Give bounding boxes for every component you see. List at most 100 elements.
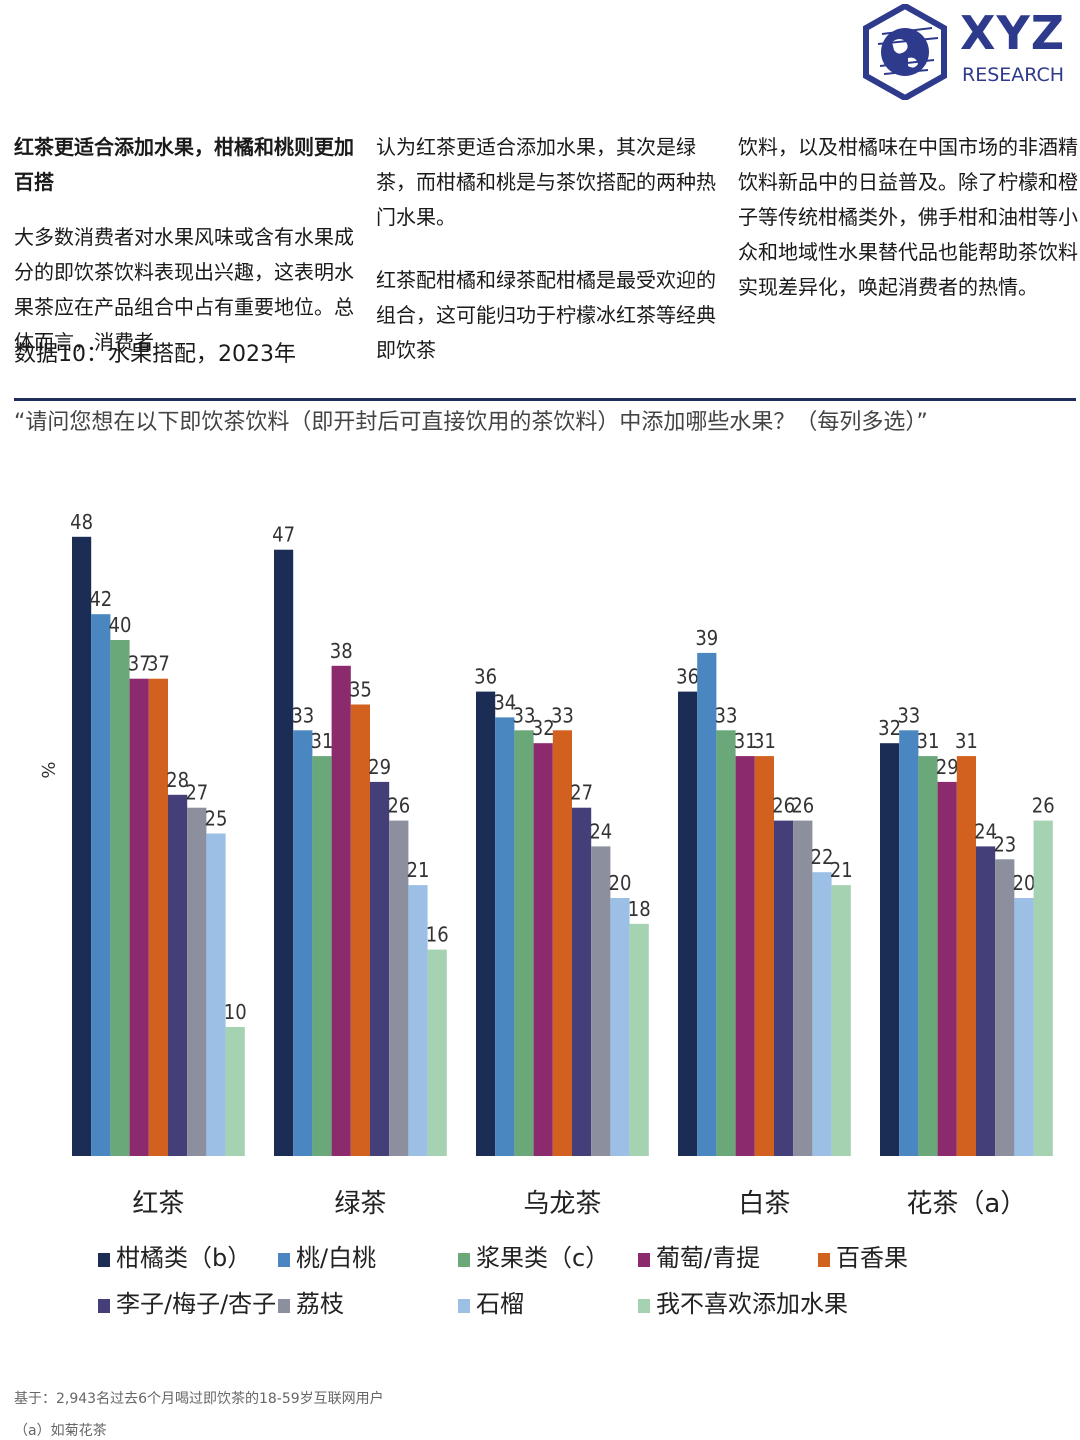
bar [793,820,813,1156]
legend-label: 荔枝 [296,1290,344,1318]
data-label: 26 [387,794,410,818]
bar [427,949,447,1156]
data-label: 26 [772,794,795,818]
intro-paragraph-2: 认为红茶更适合添加水果，其次是绿茶，而柑橘和桃是与茶饮搭配的两种热门水果。 [376,135,716,229]
data-label: 33 [551,703,574,727]
legend-label: 浆果类（c） [476,1244,610,1272]
divider [14,398,1076,401]
data-label: 27 [185,781,208,805]
legend-label: 葡萄/青提 [656,1244,761,1272]
data-label: 33 [897,703,920,727]
bar [389,820,409,1156]
legend-item: 浆果类（c） [458,1238,609,1278]
legend-swatch [638,1253,650,1267]
bar [899,730,919,1156]
bar [129,678,149,1156]
legend-swatch [278,1299,290,1313]
bar [716,730,736,1156]
bar [812,872,832,1156]
bar [572,807,592,1156]
bar [774,820,794,1156]
footnote-a: （a）如菊花茶 [14,1423,107,1439]
legend-label: 柑橘类（b） [116,1244,252,1272]
bar [995,859,1015,1156]
legend-item: 石榴 [458,1284,524,1324]
bar [533,743,553,1156]
category-label: 绿茶 [334,1189,386,1219]
data-label: 24 [589,819,612,843]
legend-item: 百香果 [818,1238,908,1278]
data-label: 32 [532,716,555,740]
data-label: 36 [676,665,699,689]
intro-column-3: 饮料，以及柑橘味在中国市场的非酒精饮料新品中的日益普及。除了柠檬和橙子等传统柑橘… [738,130,1078,305]
legend-item: 桃/白桃 [278,1238,376,1278]
bar [312,756,332,1156]
figure-title: 数据10：水果搭配，2023年 [14,342,296,367]
data-label: 31 [955,729,978,753]
logo-subtext: RESEARCH [962,64,1065,86]
legend-item: 李子/梅子/杏子 [98,1284,276,1324]
data-label: 37 [147,652,170,676]
data-label: 31 [734,729,757,753]
data-label: 38 [330,639,353,663]
legend-label: 我不喜欢添加水果 [656,1290,848,1318]
bar [274,549,294,1156]
bar [293,730,313,1156]
legend-swatch [458,1299,470,1313]
data-label: 16 [426,923,449,947]
data-label: 23 [993,832,1016,856]
data-label: 33 [291,703,314,727]
data-label: 36 [474,665,497,689]
bar [370,781,390,1156]
bar [697,652,717,1156]
y-axis-label: % [37,761,58,778]
category-label: 白茶 [738,1189,790,1219]
data-label: 20 [1013,871,1036,895]
bar [956,756,976,1156]
data-label: 48 [70,510,93,534]
legend-swatch [98,1253,110,1267]
data-label: 37 [128,652,151,676]
grouped-bar-chart: %484240373728272510红茶473331383529262116绿… [37,510,1055,1219]
legend-swatch [818,1253,830,1267]
bar [1033,820,1053,1156]
data-label: 20 [609,871,632,895]
data-label: 32 [878,716,901,740]
category-label: 乌龙茶 [523,1189,601,1219]
bar [110,640,130,1156]
bar [591,846,611,1156]
category-label: 花茶（a） [906,1189,1026,1219]
bar [552,730,572,1156]
data-label: 31 [311,729,334,753]
bar [610,898,630,1156]
data-label: 39 [695,626,718,650]
bar [880,743,900,1156]
bar [831,885,851,1156]
data-label: 33 [715,703,738,727]
bar [976,846,996,1156]
legend-swatch [98,1299,110,1313]
bar [168,794,188,1156]
data-label: 33 [513,703,536,727]
bar [476,691,496,1156]
data-label: 34 [493,690,516,714]
bar [225,1027,245,1156]
data-label: 31 [917,729,940,753]
bar [187,807,207,1156]
bar [735,756,755,1156]
legend-item: 我不喜欢添加水果 [638,1284,848,1324]
footnote-base: 基于：2,943名过去6个月喝过即饮茶的18-59岁互联网用户 [14,1391,384,1407]
bar [408,885,428,1156]
bar [331,665,351,1156]
bar [148,678,168,1156]
legend-swatch [458,1253,470,1267]
xyz-research-logo: XYZ RESEARCH [862,4,1072,104]
section-heading: 红茶更适合添加水果，柑橘和桃则更加百搭 [14,135,354,194]
data-label: 29 [368,755,391,779]
legend-swatch [638,1299,650,1313]
legend-item: 葡萄/青提 [638,1238,760,1278]
intro-paragraph-3: 红茶配柑橘和绿茶配柑橘是最受欢迎的组合，这可能归功于柠檬冰红茶等经典即饮茶 [376,268,716,362]
data-label: 26 [791,794,814,818]
logo-text: XYZ [960,6,1066,60]
data-label: 42 [89,587,112,611]
